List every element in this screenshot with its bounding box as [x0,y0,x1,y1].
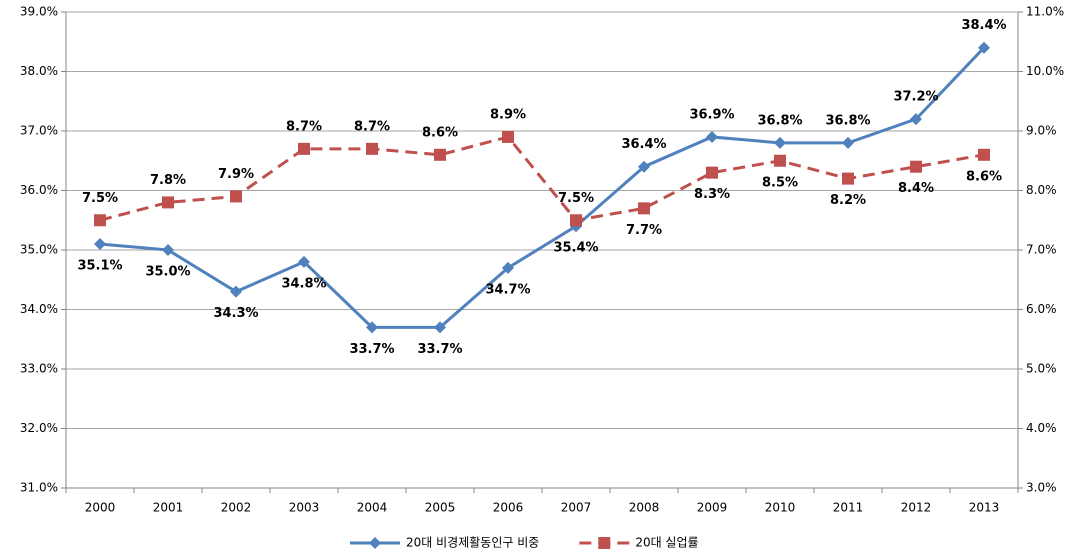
x-tick-label: 2003 [289,501,320,515]
data-label: 36.8% [757,113,802,128]
legend-marker [598,537,611,549]
x-tick-label: 2011 [833,501,864,515]
data-label: 8.9% [490,107,526,122]
data-label: 35.1% [77,259,122,274]
data-label: 34.3% [213,306,258,321]
y2-tick-label: 9.0% [1026,124,1057,138]
data-label: 35.0% [145,265,190,280]
marker [502,261,514,274]
marker [842,172,854,185]
marker [638,202,650,215]
x-tick-label: 2002 [221,501,252,515]
y2-tick-label: 10.0% [1026,64,1064,78]
x-tick-label: 2008 [629,501,660,515]
marker [978,41,990,54]
y2-tick-label: 7.0% [1026,243,1057,257]
y-tick-label: 37.0% [20,124,58,138]
y-tick-label: 34.0% [20,302,58,316]
x-tick-label: 2013 [969,501,1000,515]
y2-tick-label: 4.0% [1026,421,1057,435]
data-label: 8.3% [694,187,730,202]
data-label: 8.7% [354,119,390,134]
marker [842,136,854,149]
marker [94,238,106,251]
y2-tick-label: 5.0% [1026,362,1057,376]
marker [706,166,718,179]
data-label: 8.6% [422,125,458,140]
y-tick-label: 38.0% [20,64,58,78]
legend-label: 20대 비경제활동인구 비중 [406,536,539,550]
line [99,46,986,329]
y-tick-label: 36.0% [20,183,58,197]
x-tick-label: 2010 [765,501,796,515]
line [99,135,985,222]
marker [570,214,582,227]
data-label: 35.4% [553,241,598,256]
legend-label: 20대 실업률 [635,536,698,550]
x-tick-label: 2004 [357,501,388,515]
marker [434,148,446,161]
y-tick-label: 39.0% [20,5,58,19]
x-tick-label: 2007 [561,501,592,515]
data-label: 8.6% [966,169,1002,184]
marker [706,130,718,143]
data-label: 7.5% [82,191,118,206]
data-label: 8.7% [286,119,322,134]
data-label: 7.5% [558,191,594,206]
y-tick-label: 31.0% [20,481,58,495]
x-tick-label: 2001 [153,501,184,515]
y2-tick-label: 8.0% [1026,183,1057,197]
marker [298,255,310,268]
marker [978,148,990,161]
marker [502,130,514,143]
data-label: 34.8% [281,276,326,291]
data-label: 33.7% [417,342,462,357]
marker [774,154,786,167]
data-label: 34.7% [485,282,530,297]
marker [638,160,650,173]
x-tick-label: 2005 [425,501,456,515]
data-label: 8.2% [830,193,866,208]
marker [230,285,242,298]
x-tick-label: 2012 [901,501,932,515]
data-label: 33.7% [349,342,394,357]
legend-marker [369,537,381,549]
data-label: 7.7% [626,223,662,238]
marker [910,113,922,126]
marker [910,160,922,173]
marker [162,244,174,256]
marker [230,190,242,203]
y2-tick-label: 3.0% [1026,481,1057,495]
marker [434,321,446,334]
y2-tick-label: 6.0% [1026,302,1057,316]
data-label: 36.8% [825,113,870,128]
data-label: 36.4% [621,137,666,152]
y2-tick-label: 11.0% [1026,5,1064,19]
marker [298,142,310,155]
data-label: 37.2% [893,90,938,105]
data-label: 36.9% [689,107,734,122]
data-label: 8.5% [762,175,798,190]
data-label: 38.4% [961,18,1006,33]
y-tick-label: 33.0% [20,362,58,376]
data-label: 8.4% [898,181,934,196]
marker [366,321,378,334]
x-tick-label: 2009 [697,501,728,515]
x-tick-label: 2000 [85,501,116,515]
marker [162,196,174,209]
marker [94,214,106,227]
y-tick-label: 35.0% [20,243,58,257]
y-tick-label: 32.0% [20,421,58,435]
marker [366,142,378,155]
data-label: 7.8% [150,173,186,188]
marker [774,136,786,149]
data-label: 7.9% [218,167,254,182]
x-tick-label: 2006 [493,501,524,515]
